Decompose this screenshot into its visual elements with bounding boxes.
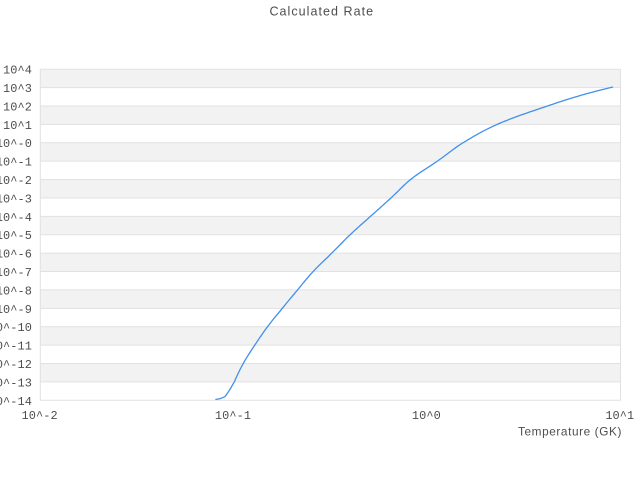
svg-text:10^-3: 10^-3	[0, 192, 32, 206]
svg-text:10^1: 10^1	[3, 119, 32, 133]
svg-text:10^4: 10^4	[3, 64, 32, 78]
svg-text:10^3: 10^3	[3, 82, 32, 96]
svg-text:10^-12: 10^-12	[0, 358, 32, 372]
svg-text:10^1: 10^1	[605, 409, 634, 423]
svg-text:10^-7: 10^-7	[0, 266, 32, 280]
svg-text:10^-2: 10^-2	[22, 409, 58, 423]
svg-text:10^-11: 10^-11	[0, 340, 32, 354]
svg-text:10^-13: 10^-13	[0, 376, 32, 390]
svg-text:10^-14: 10^-14	[0, 395, 32, 409]
svg-text:10^-9: 10^-9	[0, 303, 32, 317]
svg-text:10^-2: 10^-2	[0, 174, 32, 188]
svg-text:10^0: 10^0	[412, 409, 441, 423]
svg-text:Temperature (GK): Temperature (GK)	[518, 424, 622, 438]
svg-text:10^2: 10^2	[3, 100, 32, 114]
svg-text:Calculated Rate: Calculated Rate	[269, 5, 374, 19]
svg-text:10^-0: 10^-0	[0, 137, 32, 151]
svg-text:10^-8: 10^-8	[0, 284, 32, 298]
svg-text:10^-4: 10^-4	[0, 211, 32, 225]
svg-text:10^-1: 10^-1	[0, 156, 32, 170]
svg-text:10^-5: 10^-5	[0, 229, 32, 243]
svg-text:10^-10: 10^-10	[0, 321, 32, 335]
svg-text:10^-6: 10^-6	[0, 248, 32, 262]
svg-text:10^-1: 10^-1	[215, 409, 251, 423]
